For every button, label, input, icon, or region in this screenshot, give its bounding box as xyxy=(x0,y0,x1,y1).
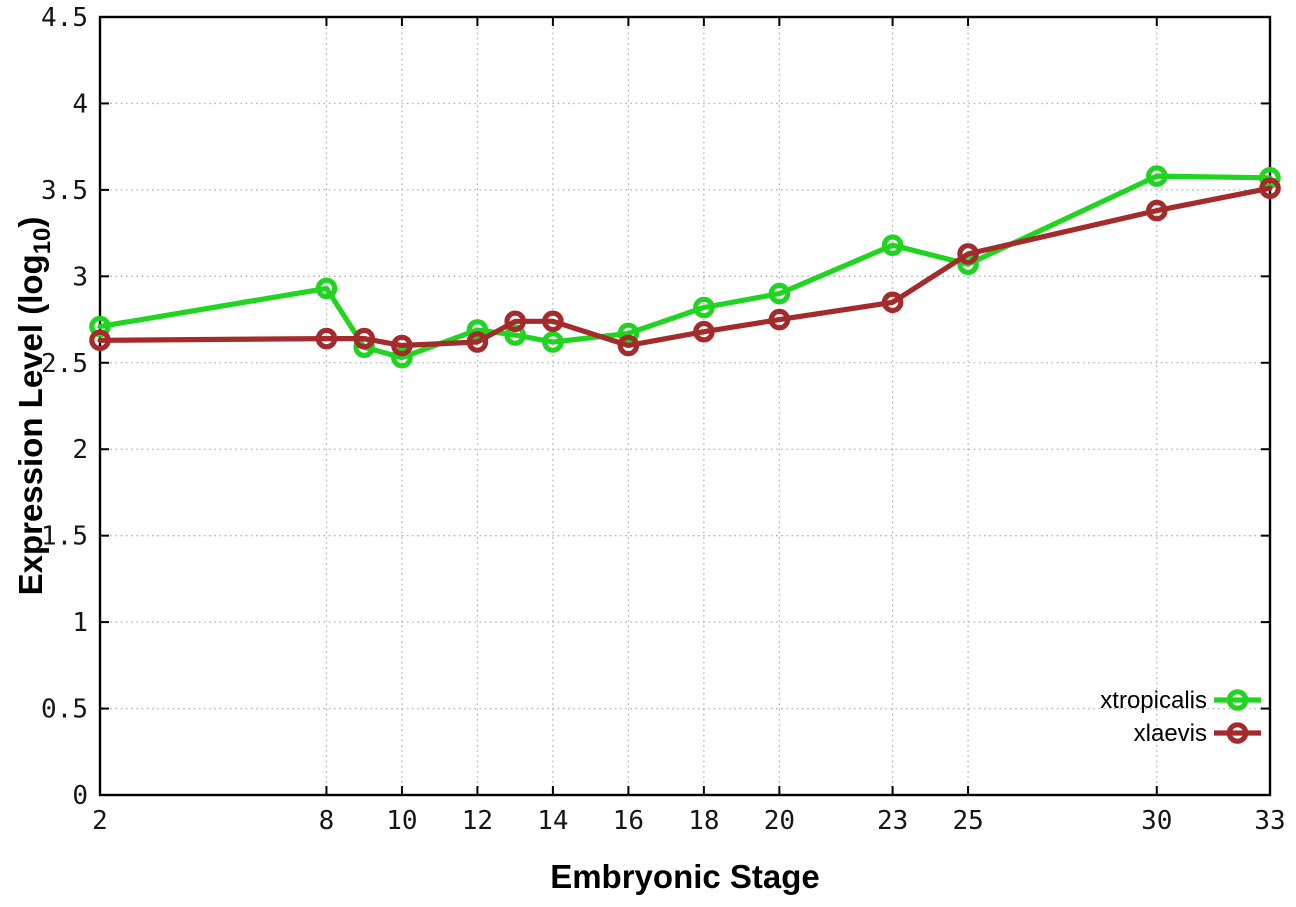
data-point-xlaevis xyxy=(466,331,489,353)
axis-titles: Embryonic Stage Expression Level (log10) xyxy=(12,217,820,895)
x-tick-label: 14 xyxy=(537,806,568,836)
legend-entry-xlaevis: xlaevis xyxy=(1134,720,1261,747)
data-point-xlaevis xyxy=(693,320,715,343)
legend-marker-xlaevis xyxy=(1226,722,1249,744)
data-point-xtropicalis xyxy=(693,296,715,319)
y-tick-label: 4 xyxy=(72,89,88,119)
x-tick-label: 2 xyxy=(92,806,108,836)
data-point-xlaevis xyxy=(768,308,791,331)
tick-labels: 2 8 10 12 14 16 18 20 23 25 30 33 0 0.5 1 1.5 2 2.5 3 3.5 4 4… xyxy=(41,3,1286,836)
data-point-xtropicalis xyxy=(391,346,413,369)
y-axis-title: Expression Level (log10) xyxy=(12,217,56,596)
data-point-xlaevis xyxy=(353,327,375,350)
data-point-xlaevis xyxy=(504,310,526,333)
legend-entry-xtropicalis: xtropicalis xyxy=(1100,687,1261,714)
y-tick-label: 0 xyxy=(72,781,88,811)
x-tick-label: 20 xyxy=(764,806,795,836)
y-tick-label: 1 xyxy=(72,608,88,638)
x-tick-label: 25 xyxy=(952,806,983,836)
data-point-xlaevis xyxy=(1146,199,1168,222)
data-point-xtropicalis xyxy=(542,331,564,353)
data-series xyxy=(89,165,1281,369)
series-line-xtropicalis xyxy=(97,173,1273,361)
x-tick-label: 30 xyxy=(1141,806,1172,836)
x-tick-label: 18 xyxy=(688,806,719,836)
x-tick-label: 12 xyxy=(462,806,493,836)
data-point-xlaevis xyxy=(881,291,904,314)
plot-border xyxy=(98,15,1272,797)
data-point-xlaevis xyxy=(542,310,564,333)
x-tick-label: 8 xyxy=(319,806,335,836)
data-point-xtropicalis xyxy=(315,277,338,300)
data-point-xlaevis xyxy=(315,327,338,350)
legend-label-xlaevis: xlaevis xyxy=(1134,720,1207,747)
data-point-xlaevis xyxy=(391,334,413,357)
legend: xtropicalis xlaevis xyxy=(1100,687,1261,747)
x-tick-label: 10 xyxy=(386,806,417,836)
series-xlaevis xyxy=(89,177,1281,357)
y-tick-label: 3 xyxy=(72,262,88,292)
legend-label-xtropicalis: xtropicalis xyxy=(1100,687,1207,714)
x-tick-label: 33 xyxy=(1254,806,1285,836)
y-tick-label: 3.5 xyxy=(41,176,88,206)
data-point-xlaevis xyxy=(89,329,111,352)
x-tick-label: 16 xyxy=(613,806,644,836)
y-tick-label: 0.5 xyxy=(41,695,88,725)
data-point-xtropicalis xyxy=(881,234,904,256)
y-tick-label: 2.5 xyxy=(41,349,88,379)
y-tick-label: 2 xyxy=(72,435,88,465)
data-point-xlaevis xyxy=(1259,177,1281,199)
data-point-xtropicalis xyxy=(1146,165,1168,187)
y-tick-label: 4.5 xyxy=(41,3,88,33)
data-point-xtropicalis xyxy=(466,319,489,341)
series-line-xlaevis xyxy=(97,185,1273,349)
plot-frame xyxy=(98,15,1272,797)
y-tick-label: 1.5 xyxy=(41,522,88,552)
x-axis-title: Embryonic Stage xyxy=(550,858,820,895)
x-tick-label: 23 xyxy=(877,806,908,836)
data-point-xtropicalis xyxy=(617,322,640,345)
grid-lines xyxy=(100,17,1270,795)
data-point-xlaevis xyxy=(957,243,979,265)
data-point-xlaevis xyxy=(617,334,640,357)
axis-ticks xyxy=(99,16,1271,796)
legend-marker-xtropicalis xyxy=(1226,689,1249,711)
data-point-xtropicalis xyxy=(768,282,791,305)
